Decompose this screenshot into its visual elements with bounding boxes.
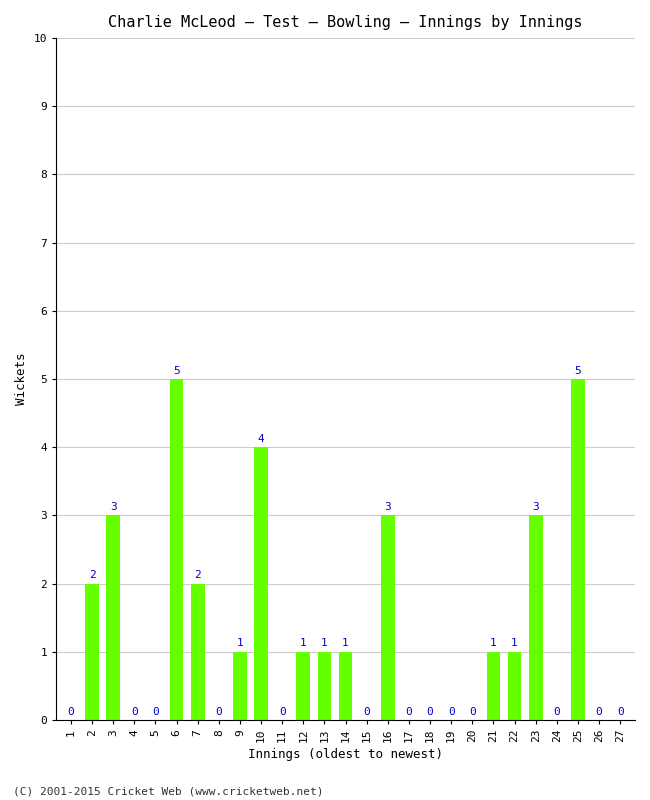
Bar [529, 515, 543, 720]
Text: 0: 0 [215, 706, 222, 717]
Bar [508, 652, 521, 720]
Text: 0: 0 [152, 706, 159, 717]
Title: Charlie McLeod – Test – Bowling – Innings by Innings: Charlie McLeod – Test – Bowling – Inning… [109, 15, 583, 30]
Text: (C) 2001-2015 Cricket Web (www.cricketweb.net): (C) 2001-2015 Cricket Web (www.cricketwe… [13, 786, 324, 796]
Text: 0: 0 [426, 706, 434, 717]
Text: 1: 1 [511, 638, 518, 648]
Bar [571, 379, 585, 720]
Text: 0: 0 [131, 706, 138, 717]
Text: 3: 3 [384, 502, 391, 512]
Bar [85, 583, 99, 720]
Text: 0: 0 [448, 706, 454, 717]
Bar [318, 652, 332, 720]
Bar [381, 515, 395, 720]
Text: 3: 3 [532, 502, 539, 512]
Text: 5: 5 [173, 366, 180, 376]
Bar [339, 652, 352, 720]
Text: 1: 1 [490, 638, 497, 648]
Bar [191, 583, 205, 720]
Text: 3: 3 [110, 502, 116, 512]
Text: 0: 0 [406, 706, 412, 717]
Text: 0: 0 [617, 706, 623, 717]
Y-axis label: Wickets: Wickets [15, 353, 28, 406]
X-axis label: Innings (oldest to newest): Innings (oldest to newest) [248, 748, 443, 761]
Bar [106, 515, 120, 720]
Bar [170, 379, 183, 720]
Text: 0: 0 [553, 706, 560, 717]
Text: 1: 1 [237, 638, 243, 648]
Text: 2: 2 [194, 570, 201, 580]
Text: 1: 1 [321, 638, 328, 648]
Bar [487, 652, 501, 720]
Text: 1: 1 [342, 638, 349, 648]
Bar [233, 652, 247, 720]
Text: 1: 1 [300, 638, 307, 648]
Text: 2: 2 [88, 570, 96, 580]
Text: 4: 4 [257, 434, 265, 444]
Bar [254, 447, 268, 720]
Text: 0: 0 [68, 706, 74, 717]
Text: 0: 0 [595, 706, 603, 717]
Text: 0: 0 [469, 706, 476, 717]
Bar [296, 652, 310, 720]
Text: 0: 0 [363, 706, 370, 717]
Text: 5: 5 [575, 366, 581, 376]
Text: 0: 0 [279, 706, 285, 717]
